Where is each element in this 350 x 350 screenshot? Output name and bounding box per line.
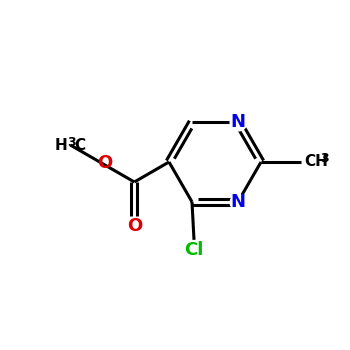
Text: 3: 3: [320, 153, 329, 166]
Text: H: H: [55, 138, 67, 153]
Text: Cl: Cl: [184, 241, 204, 259]
Text: 3: 3: [67, 135, 76, 148]
Text: O: O: [127, 217, 142, 235]
Text: C: C: [74, 138, 85, 153]
Text: N: N: [231, 113, 245, 131]
Text: O: O: [97, 154, 112, 172]
Text: CH: CH: [304, 154, 328, 169]
Text: N: N: [231, 193, 245, 211]
